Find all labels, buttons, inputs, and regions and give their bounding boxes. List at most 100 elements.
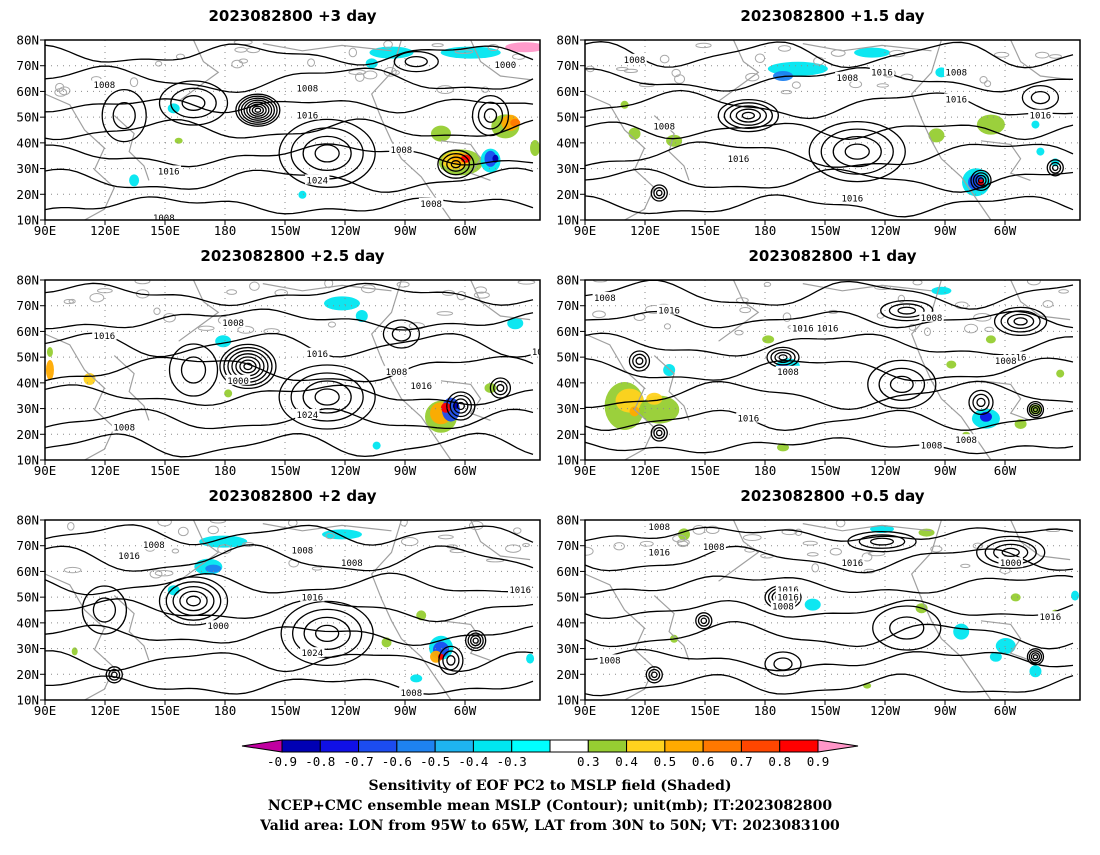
contour-label-bg (775, 365, 801, 376)
island-outline (671, 68, 681, 78)
isobar (45, 572, 534, 596)
island-outline (739, 306, 752, 314)
pressure-contour (251, 105, 265, 115)
pressure-contour (1046, 159, 1064, 177)
x-tick-label: 180 (214, 703, 237, 718)
isobar (585, 121, 1074, 141)
island-outline (348, 47, 358, 58)
contour-label-bg (295, 109, 320, 120)
pressure-contour (773, 657, 793, 671)
contour-label-bg (305, 347, 330, 358)
island-outline (763, 281, 772, 287)
contour-label: 1008 (297, 85, 319, 95)
contour-label: 1016 (648, 548, 670, 558)
island-outline (149, 569, 163, 579)
y-tick-label: 70N (16, 58, 39, 73)
pressure-contour (645, 666, 663, 684)
pressure-contour (880, 299, 934, 322)
shade-blob (666, 134, 683, 147)
coastline (802, 523, 932, 532)
colorbar-cell (587, 739, 628, 753)
island-outline (68, 298, 76, 304)
pressure-contour (889, 375, 914, 394)
contour-label: 1016 (777, 586, 799, 596)
y-tick-label: 30N (16, 641, 39, 656)
contour-label: 1008 (386, 368, 408, 378)
shade-blob (629, 406, 640, 417)
pressure-contour (404, 55, 428, 68)
shade-blob (440, 402, 451, 413)
pressure-contour (729, 105, 767, 126)
x-tick-label: 150W (270, 463, 301, 478)
pressure-contour (168, 343, 219, 397)
panel-frame (44, 519, 541, 701)
x-tick-label: 120W (330, 703, 361, 718)
y-tick-label: 20N (556, 667, 579, 682)
colorbar-cell (396, 739, 436, 753)
pressure-contour (302, 135, 352, 172)
shade-blob (322, 529, 362, 540)
pressure-contour (1028, 402, 1043, 417)
contour-label-bg (953, 434, 979, 445)
island-outline (1035, 51, 1050, 59)
isobar (45, 355, 534, 383)
y-tick-label: 40N (16, 135, 39, 150)
pressure-contour (391, 326, 412, 342)
island-outline (399, 520, 408, 527)
contour-label: 1008 (599, 656, 621, 666)
contour-label: 1008 (594, 294, 616, 304)
pressure-contour (878, 367, 926, 402)
pressure-contour (243, 362, 253, 371)
coastline (371, 280, 452, 460)
contour-label-bg (220, 317, 246, 328)
x-tick-label: 90E (574, 223, 597, 238)
contour-label-bg (508, 584, 533, 595)
pressure-contour (165, 581, 222, 621)
island-outline (431, 43, 444, 48)
shade-blob (431, 125, 451, 142)
colorbar-label: 0.8 (768, 754, 791, 769)
pressure-contour (650, 671, 658, 679)
contour-label-bg (775, 591, 801, 602)
shade-blob (129, 174, 140, 187)
pressure-contour (180, 356, 207, 384)
panel-title: 2023082800 +0.5 day (740, 487, 924, 505)
pressure-contour (302, 380, 352, 414)
pressure-contour (246, 101, 270, 119)
x-tick-label: 150W (270, 223, 301, 238)
pressure-contour (635, 357, 644, 365)
x-tick-label: 150E (150, 463, 180, 478)
island-outline (754, 53, 766, 64)
pressure-contour (832, 135, 882, 168)
pressure-contour (1006, 313, 1035, 330)
y-tick-label: 20N (16, 667, 39, 682)
colorbar-label: 0.7 (730, 754, 753, 769)
colorbar-cell (511, 739, 551, 753)
y-tick-label: 80N (16, 513, 39, 528)
pressure-contour (700, 617, 708, 625)
island-outline (481, 86, 490, 93)
contour-label: 1008 (292, 547, 314, 557)
pressure-contour (477, 101, 504, 130)
isobar (45, 650, 534, 673)
pressure-contour (888, 303, 925, 318)
y-tick-label: 60N (556, 84, 579, 99)
contour-label-bg (1028, 109, 1053, 120)
pressure-contour (847, 530, 917, 553)
contour-label-bg (151, 212, 176, 220)
pressure-contour (453, 398, 469, 414)
contour-label: 1008 (153, 214, 175, 224)
contour-label: 1008 (94, 81, 116, 91)
contour-label: 1016 (509, 586, 531, 596)
map-panel-3: 1016100810001016102410081016100810120230… (16, 247, 541, 478)
contour-label: 1016 (297, 112, 319, 122)
pressure-contour (872, 605, 942, 651)
island-outline (659, 54, 670, 64)
coastline (718, 520, 760, 582)
pressure-contour (778, 354, 788, 361)
island-outline (249, 281, 260, 291)
isobar (45, 432, 534, 458)
isobar (585, 575, 1074, 595)
isobar (45, 65, 534, 94)
x-tick-label: 120W (330, 463, 361, 478)
